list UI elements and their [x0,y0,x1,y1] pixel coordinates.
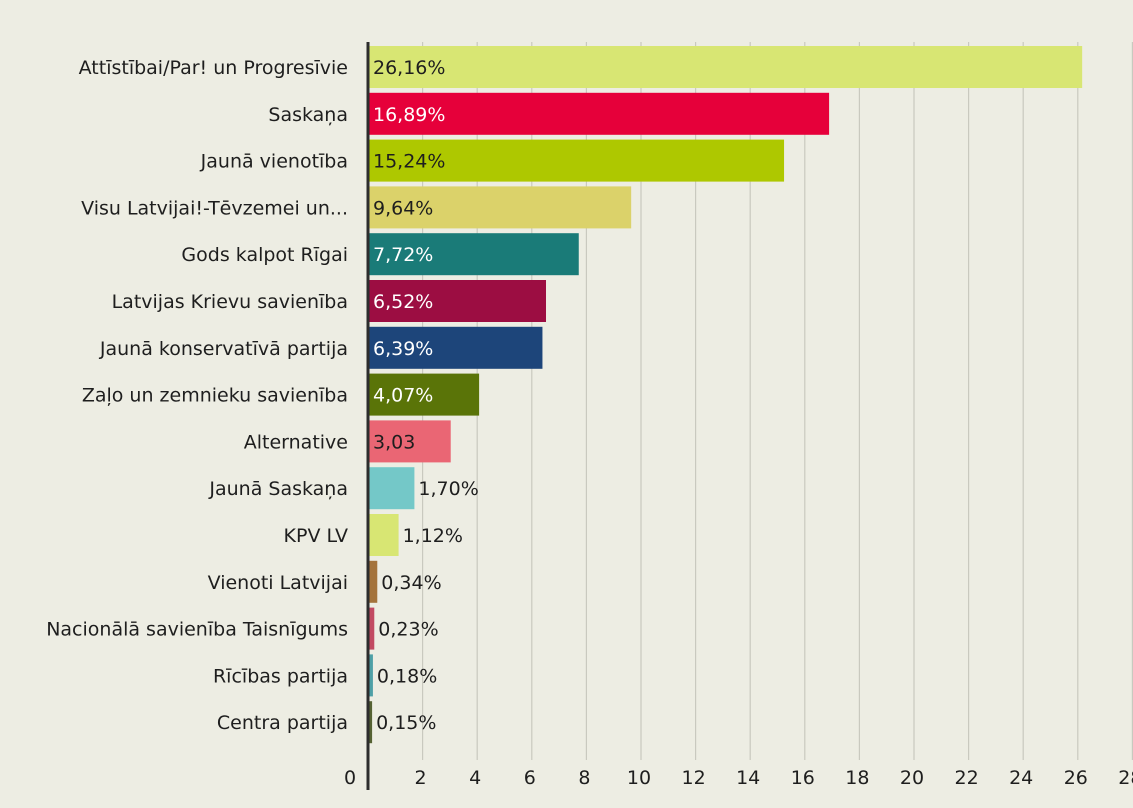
value-labels: 26,16% 16,89% 15,24% 9,64% 7,72% 6,52% 6,39% 4,… [373,57,479,734]
value-label: 0,18% [377,665,437,687]
bar [368,373,480,416]
x-tick-label: 26 [1064,767,1088,789]
x-tick-label: 18 [845,767,869,789]
category-label: Gods kalpot Rīgai [181,244,348,266]
value-label: 1,70% [418,478,478,500]
value-label: 7,72% [373,244,433,266]
bar [368,654,373,697]
category-label: Centra partija [217,712,348,734]
x-tick-label: 16 [791,767,815,789]
bar [368,233,579,276]
category-label: Zaļo un zemnieku savienība [82,385,348,407]
category-label: Nacionālā savienība Taisnīgums [46,619,348,641]
x-tick-label: 10 [627,767,651,789]
category-label: Saskaņa [268,104,348,126]
category-label: Jaunā vienotība [200,151,348,173]
bar [368,701,373,744]
x-tick-label: 12 [682,767,706,789]
bar [368,46,1083,88]
category-label: Attīstībai/Par! un Progresīvie [79,57,348,79]
bar [368,186,632,229]
bar [368,326,543,369]
category-labels: Attīstībai/Par! un Progresīvie Saskaņa Jau… [46,57,348,734]
bar [368,560,378,603]
bar [368,420,451,463]
x-tick-label: 8 [578,767,590,789]
bar [368,514,399,556]
category-label: Jaunā konservatīvā partija [99,338,348,360]
category-label: Visu Latvijai!-Tēvzemei un... [81,197,348,219]
value-label: 0,15% [376,712,436,734]
x-tick-label: 2 [415,767,427,789]
category-label: KPV LV [284,525,348,547]
value-label: 9,64% [373,197,433,219]
value-label: 6,52% [373,291,433,313]
x-tick-label: 28 [1118,767,1133,789]
x-tick-label: 6 [524,767,536,789]
x-tick-label: 22 [955,767,979,789]
category-label: Rīcības partija [213,665,348,687]
x-tick-label: 20 [900,767,924,789]
bar [368,467,415,510]
bars [368,46,1083,744]
value-label: 6,39% [373,338,433,360]
value-label: 1,12% [403,525,463,547]
x-tick-labels: 0246810121416182022242628 [344,767,1133,789]
value-label: 0,23% [378,619,438,641]
bar [368,92,830,135]
x-tick-label: 4 [469,767,481,789]
x-tick-label: 0 [344,767,356,789]
bar [368,607,375,650]
bar [368,280,546,322]
value-label: 26,16% [373,57,445,79]
category-label: Jaunā Saskaņa [208,478,348,500]
value-label: 3,03 [373,431,415,453]
category-label: Alternative [244,431,348,453]
value-label: 0,34% [381,572,441,594]
category-label: Vienoti Latvijai [208,572,348,594]
bar [368,139,785,182]
value-label: 4,07% [373,385,433,407]
value-label: 16,89% [373,104,445,126]
x-tick-label: 14 [736,767,760,789]
value-label: 15,24% [373,151,445,173]
x-tick-label: 24 [1009,767,1033,789]
category-label: Latvijas Krievu savienība [112,291,348,313]
